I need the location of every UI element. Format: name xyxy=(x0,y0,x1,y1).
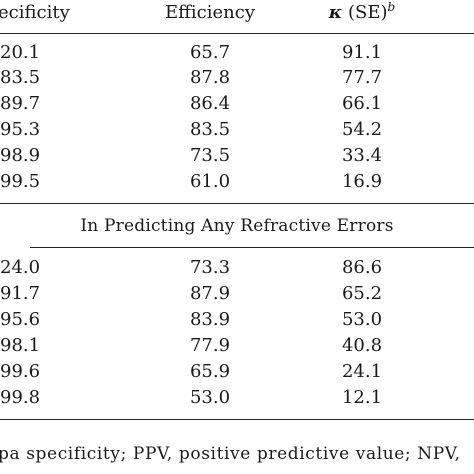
cell-kappa: 12.1 xyxy=(341,387,383,408)
cell-kappa: 53.0 xyxy=(341,309,383,330)
column-header-efficiency: Efficiency xyxy=(164,2,256,23)
cell-efficiency: 86.4 xyxy=(189,93,231,114)
cell-kappa: 66.1 xyxy=(341,93,383,114)
cell-efficiency: 73.3 xyxy=(189,257,231,278)
cell-kappa: 86.6 xyxy=(341,257,383,278)
cell-efficiency: 65.7 xyxy=(189,42,231,63)
cell-specificity: 99.5 xyxy=(0,171,41,192)
cell-efficiency: 65.9 xyxy=(189,361,231,382)
cell-specificity: 99.8 xyxy=(0,387,41,408)
cell-specificity: 98.1 xyxy=(0,335,41,356)
cell-kappa: 91.1 xyxy=(341,42,383,63)
cell-efficiency: 77.9 xyxy=(189,335,231,356)
cell-specificity: 95.6 xyxy=(0,309,41,330)
kappa-symbol: κ xyxy=(328,2,343,23)
cell-efficiency: 53.0 xyxy=(189,387,231,408)
cell-specificity: 20.1 xyxy=(0,42,41,63)
cell-specificity: 99.6 xyxy=(0,361,41,382)
cell-specificity: 91.7 xyxy=(0,283,41,304)
cell-efficiency: 87.9 xyxy=(189,283,231,304)
cell-specificity: 89.7 xyxy=(0,93,41,114)
table-bottom-rule xyxy=(0,419,474,420)
cell-efficiency: 83.5 xyxy=(189,119,231,140)
cell-specificity: 24.0 xyxy=(0,257,41,278)
section-title-rule xyxy=(30,247,474,248)
header-rule xyxy=(0,33,474,34)
column-header-specificity: ecificity xyxy=(0,2,70,23)
kappa-se-label: (SE) xyxy=(342,2,388,23)
table-footnote: pa specificity; PPV, positive predictive… xyxy=(0,444,461,464)
cell-kappa: 77.7 xyxy=(341,67,383,88)
cell-specificity: 98.9 xyxy=(0,145,41,166)
kappa-footnote-marker: b xyxy=(387,0,396,14)
section1-end-rule xyxy=(0,203,474,204)
cell-kappa: 24.1 xyxy=(341,361,383,382)
cell-specificity: 95.3 xyxy=(0,119,41,140)
cell-kappa: 40.8 xyxy=(341,335,383,356)
cell-efficiency: 61.0 xyxy=(189,171,231,192)
cell-efficiency: 73.5 xyxy=(189,145,231,166)
column-header-kappa: κ (SE)b xyxy=(302,0,422,24)
section-title: In Predicting Any Refractive Errors xyxy=(80,216,394,236)
cell-efficiency: 87.8 xyxy=(189,67,231,88)
cell-kappa: 33.4 xyxy=(341,145,383,166)
cell-specificity: 83.5 xyxy=(0,67,41,88)
cell-kappa: 65.2 xyxy=(341,283,383,304)
cell-kappa: 54.2 xyxy=(341,119,383,140)
cell-efficiency: 83.9 xyxy=(189,309,231,330)
cell-kappa: 16.9 xyxy=(341,171,383,192)
